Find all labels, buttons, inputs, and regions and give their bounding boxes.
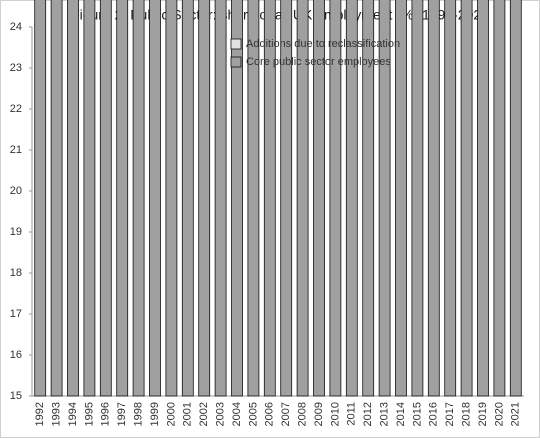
bar-segment <box>34 0 47 397</box>
x-tick-label: 2017 <box>444 402 456 426</box>
y-tick-label: 16 <box>10 349 22 361</box>
x-tick-label: 1994 <box>67 402 79 426</box>
x-tick-label: 1997 <box>116 402 128 426</box>
bar-segment <box>313 0 325 397</box>
x-tick-label: 2011 <box>346 402 358 426</box>
legend-label: Additions due to reclassification <box>246 38 400 50</box>
x-tick-label: 2018 <box>461 402 473 426</box>
x-tick-label: 2020 <box>493 402 505 426</box>
bar-segment <box>329 0 342 397</box>
x-tick-label: 2014 <box>395 402 407 426</box>
x-tick-label: 2004 <box>231 402 243 426</box>
y-tick-label: 15 <box>10 390 22 402</box>
bar-segment <box>231 0 243 397</box>
bar-segment <box>444 0 457 397</box>
x-tick-label: 2003 <box>215 402 227 426</box>
bar-segment <box>477 0 489 397</box>
bar-segment <box>181 0 194 397</box>
bar-segment <box>345 0 358 397</box>
bar-segment <box>263 0 276 397</box>
y-tick-label: 23 <box>10 62 22 74</box>
x-tick-label: 2008 <box>297 402 309 426</box>
x-tick-label: 2013 <box>379 402 391 426</box>
bar-segment <box>50 0 63 397</box>
bar-segment <box>395 0 407 397</box>
x-tick-label: 2002 <box>198 402 210 426</box>
bar-segment <box>198 0 211 397</box>
y-tick-label: 17 <box>10 308 22 320</box>
bar-segment <box>247 0 260 397</box>
x-tick-label: 2005 <box>247 402 259 426</box>
y-tick-label: 21 <box>10 144 22 156</box>
x-tick-label: 2006 <box>264 402 276 426</box>
x-tick-label: 2001 <box>182 402 194 426</box>
bar-segment <box>378 0 391 397</box>
legend-swatch <box>230 38 242 50</box>
bar-segment <box>427 0 440 397</box>
x-tick-label: 2021 <box>510 402 522 426</box>
legend-swatch <box>230 56 242 68</box>
x-tick-label: 2012 <box>362 402 374 426</box>
bar-segment <box>214 0 227 397</box>
x-tick-label: 2010 <box>329 402 341 426</box>
bar-segment <box>132 0 145 397</box>
x-tick-label: 2016 <box>428 402 440 426</box>
x-tick-label: 2007 <box>280 402 292 426</box>
bar-segment <box>280 0 293 397</box>
x-tick-label: 2015 <box>411 402 423 426</box>
x-tick-label: 1995 <box>83 402 95 426</box>
x-tick-label: 1992 <box>34 402 46 426</box>
x-tick-label: 2009 <box>313 402 325 426</box>
x-tick-label: 2000 <box>165 402 177 426</box>
y-tick-label: 24 <box>10 21 22 33</box>
bar-segment <box>67 0 79 397</box>
bar-segment <box>493 0 506 397</box>
bar-segment <box>149 0 161 397</box>
bar-segment <box>509 0 522 397</box>
y-tick-label: 19 <box>10 226 22 238</box>
legend-label: Core public sector employees <box>246 56 391 68</box>
x-tick-label: 1998 <box>133 402 145 426</box>
bar-segment <box>116 0 129 397</box>
y-tick-label: 20 <box>10 185 22 197</box>
x-tick-label: 1999 <box>149 402 161 426</box>
bar-segment <box>362 0 375 397</box>
y-tick-label: 18 <box>10 267 22 279</box>
bar-segment <box>99 0 112 397</box>
bar-segment <box>165 0 178 397</box>
bar-segment <box>296 0 309 397</box>
x-tick-label: 1993 <box>51 402 63 426</box>
x-tick-label: 1996 <box>100 402 112 426</box>
bar-segment <box>411 0 424 397</box>
x-tick-label: 2019 <box>477 402 489 426</box>
y-tick-label: 22 <box>10 103 22 115</box>
bar-segment <box>83 0 96 397</box>
bar-segment <box>460 0 473 397</box>
